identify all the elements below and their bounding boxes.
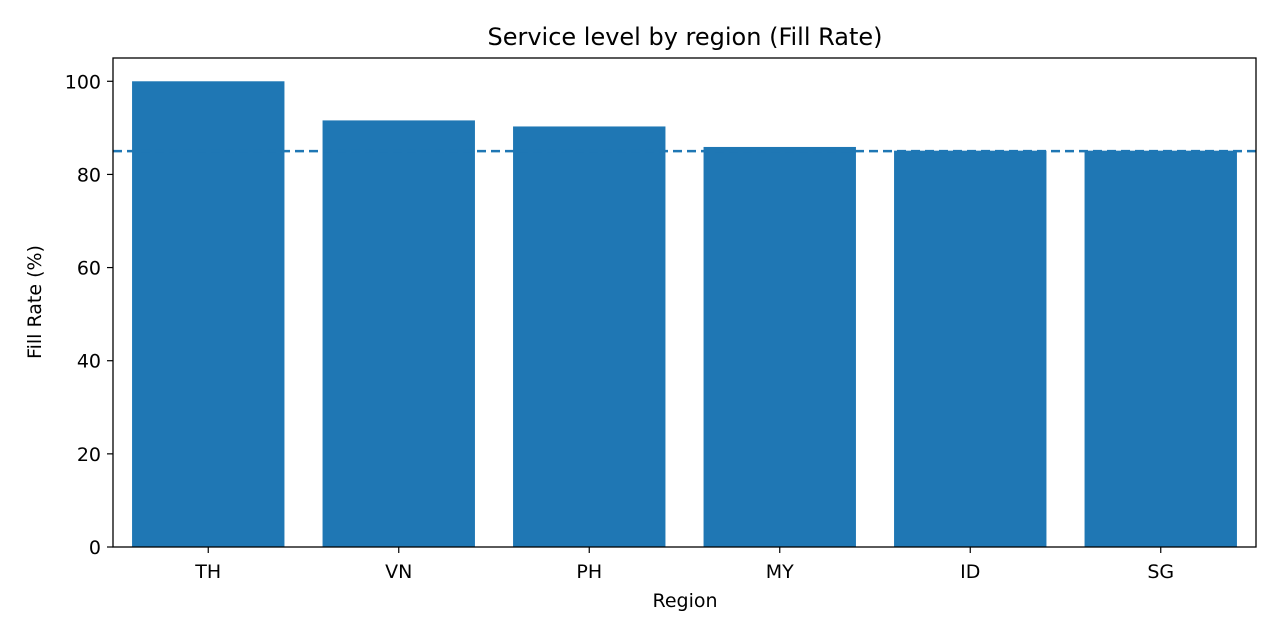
plot-area: 0 20 40 60 80 100 TH VN PH MY ID SG bbox=[65, 57, 1257, 583]
y-tick-label-80: 80 bbox=[77, 164, 101, 186]
y-tick-label-60: 60 bbox=[77, 258, 101, 280]
y-tick-label-40: 40 bbox=[77, 351, 101, 373]
bar-sg bbox=[1084, 150, 1237, 548]
x-tick-label-my: MY bbox=[766, 561, 794, 583]
x-tick-label-vn: VN bbox=[385, 561, 412, 583]
x-tick-label-ph: PH bbox=[576, 561, 602, 583]
y-tick-label-100: 100 bbox=[65, 71, 101, 93]
bar-ph bbox=[513, 126, 666, 548]
bar-my bbox=[703, 146, 856, 548]
y-tick-label-0: 0 bbox=[89, 537, 101, 559]
y-axis-label: Fill Rate (%) bbox=[24, 245, 46, 359]
plot-frame bbox=[112, 57, 1257, 548]
x-axis-label: Region bbox=[652, 590, 717, 612]
x-tick-label-id: ID bbox=[960, 561, 980, 583]
bars-group bbox=[132, 81, 1237, 548]
y-tick-label-20: 20 bbox=[77, 444, 101, 466]
bar-id bbox=[894, 150, 1047, 548]
x-axis-ticks: TH VN PH MY ID SG bbox=[194, 547, 1174, 583]
bar-vn bbox=[322, 120, 475, 548]
y-axis-ticks: 0 20 40 60 80 100 bbox=[65, 71, 113, 559]
chart-title: Service level by region (Fill Rate) bbox=[487, 23, 882, 51]
x-tick-label-sg: SG bbox=[1147, 561, 1174, 583]
x-tick-label-th: TH bbox=[194, 561, 221, 583]
bar-th bbox=[132, 81, 285, 548]
